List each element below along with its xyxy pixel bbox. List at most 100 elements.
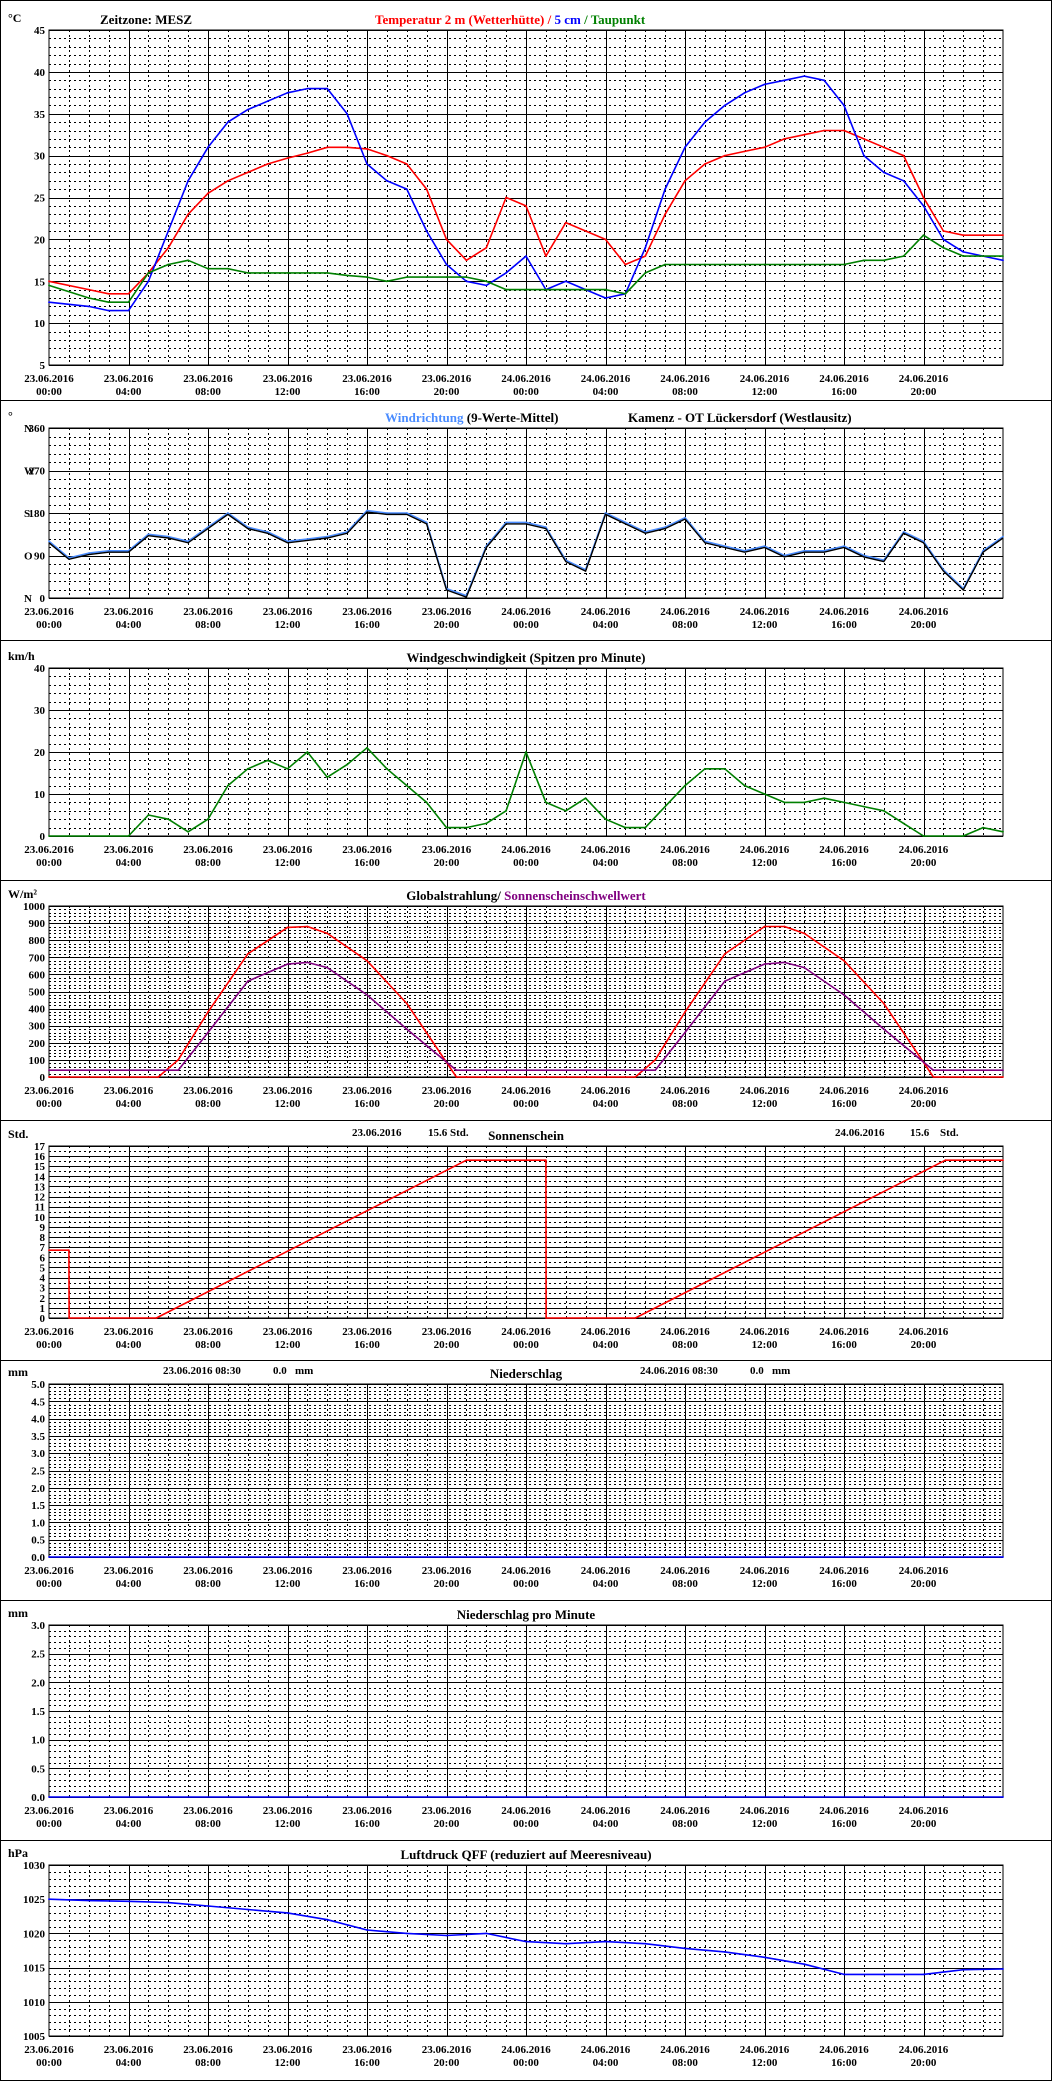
y-tick-label: 3.0 [31,1620,45,1632]
x-tick-date: 24.06.2016 [501,373,551,385]
series-line-average [48,511,1004,598]
data-point [525,1069,527,1072]
data-point [386,512,388,514]
chart-title: Luftdruck QFF (reduziert auf Meeresnivea… [400,1847,651,1862]
data-point [823,129,825,132]
data-point [167,230,170,232]
x-tick-time: 00:00 [36,386,62,398]
x-tick-date: 24.06.2016 [660,1805,710,1817]
data-point [286,157,289,160]
data-point [803,801,806,804]
x-tick-time: 20:00 [434,857,460,869]
y-tick-label: 0.5 [31,1535,45,1547]
data-point [763,1956,766,1959]
data-point [366,746,368,749]
x-tick-date: 23.06.2016 [183,1326,233,1338]
y-tick-label: 2.5 [31,1466,45,1478]
data-point [187,179,190,182]
data-point [87,288,90,291]
x-tick-time: 08:00 [195,857,221,869]
data-point [107,292,110,295]
data-point [266,272,269,274]
chart-title: Sonnenschein [488,1128,565,1143]
data-point [843,263,845,266]
data-point [445,826,448,829]
x-tick-time: 08:00 [672,1098,698,1110]
x-tick-time: 04:00 [116,619,142,631]
data-point [306,538,309,540]
unit-label: ° [8,409,13,423]
x-tick-time: 08:00 [672,386,698,398]
x-tick-date: 24.06.2016 [819,606,869,618]
x-tick-date: 23.06.2016 [104,1085,154,1097]
chart-panel-5: 01234567891011121314151617Std.23.06.2016… [0,1120,1052,1351]
y-tick-label: 3.0 [31,1448,45,1460]
chart-title: Niederschlag [490,1366,563,1381]
y-direction-label: N [24,423,32,435]
data-point [944,1159,947,1162]
chart-title: Niederschlag pro Minute [457,1607,596,1622]
data-point [465,1159,468,1162]
data-point [306,272,309,274]
x-tick-date: 23.06.2016 [342,606,392,618]
title-part: Temperatur 2 m (Wetterhütte) [375,12,544,27]
data-point [783,263,786,266]
data-point [783,925,786,928]
y-tick-label: 17 [34,1141,46,1153]
data-point [266,100,269,103]
x-tick-date: 23.06.2016 [422,1565,472,1577]
x-tick-date: 24.06.2016 [501,1805,551,1817]
data-point [1002,1556,1004,1558]
data-point [962,835,965,837]
x-tick-date: 24.06.2016 [899,1326,949,1338]
y-tick-label: 0 [40,593,46,605]
x-tick-date: 23.06.2016 [263,2044,313,2056]
x-tick-time: 04:00 [116,2057,142,2069]
x-tick-time: 04:00 [593,857,619,869]
data-point [922,835,925,837]
data-point [564,1942,567,1945]
data-point [286,91,289,94]
y-tick-label: 10 [34,1212,46,1224]
data-point [246,171,249,174]
x-tick-date: 24.06.2016 [899,844,949,856]
data-point [167,535,170,538]
data-point [982,234,984,237]
x-tick-date: 24.06.2016 [899,1805,949,1817]
y-tick-label: 0.0 [31,1792,45,1804]
data-point [634,1317,637,1319]
data-point [246,980,249,983]
x-tick-date: 23.06.2016 [263,606,313,618]
data-point [207,1011,209,1013]
y-tick-label: 6 [40,1252,46,1264]
x-tick-time: 12:00 [752,619,778,631]
y-tick-label: 0 [40,1072,46,1084]
data-point [634,1069,637,1072]
data-point [485,246,488,249]
data-point [286,1912,289,1914]
x-tick-date: 23.06.2016 [422,373,472,385]
data-point [346,274,348,277]
annotation-unit: Std. [940,1127,959,1139]
y-tick-label: 0 [40,1313,46,1325]
data-point [147,280,150,283]
y-tick-label: 180 [29,508,46,520]
series-line [48,75,1004,312]
x-tick-time: 00:00 [36,857,62,869]
y-tick-label: 9 [40,1222,46,1234]
data-point [227,784,229,787]
y-tick-label: 1005 [23,2031,46,2043]
x-tick-time: 20:00 [434,2057,460,2069]
series-line [48,234,1003,304]
data-point [465,276,468,278]
data-point [505,809,507,812]
data-point [525,1076,527,1078]
x-tick-time: 12:00 [275,857,301,869]
data-point [723,263,726,266]
x-tick-time: 20:00 [911,619,937,631]
x-tick-time: 00:00 [513,619,539,631]
data-point [942,230,945,232]
data-point [763,963,766,965]
x-tick-time: 16:00 [831,1578,857,1590]
data-point [942,246,945,249]
